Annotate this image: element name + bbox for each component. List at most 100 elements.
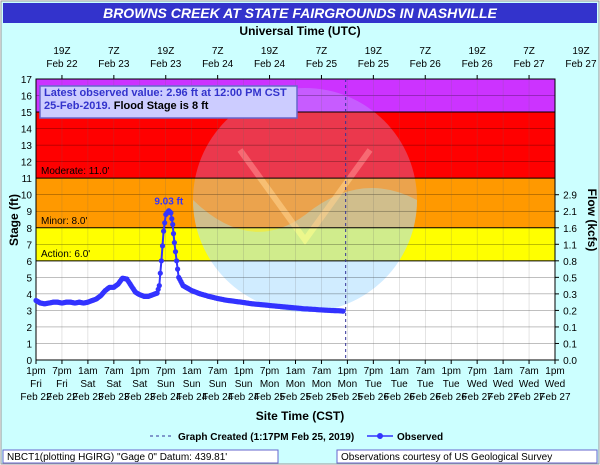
bottom-tick-day: Wed [519,379,539,390]
bottom-tick-date: Feb 22 [46,392,78,403]
bottom-tick-time: 7am [416,366,435,377]
flow-tick-label: 0.1 [563,323,577,334]
top-tick-date: Feb 23 [98,59,130,70]
bottom-tick-date: Feb 26 [410,392,442,403]
data-point [170,231,177,237]
bottom-tick-day: Wed [545,379,565,390]
flow-tick-label: 0.0 [563,356,577,367]
bottom-tick-time: 7am [208,366,227,377]
top-tick-date: Feb 24 [254,59,286,70]
bottom-tick-time: 7pm [467,366,486,377]
stage-tick-label: 0 [26,356,32,367]
top-tick-time: 7Z [212,46,224,57]
data-point [157,270,163,276]
bottom-tick-day: Mon [286,379,305,390]
top-tick-time: 7Z [108,46,120,57]
bottom-tick-time: 7pm [364,366,383,377]
data-point [175,266,181,272]
top-tick-time: 19Z [469,46,486,57]
bottom-tick-day: Sun [209,379,227,390]
stage-tick-label: 17 [21,75,33,86]
flow-tick-label: 0.2 [563,306,577,317]
top-tick-date: Feb 25 [306,59,338,70]
bottom-tick-date: Feb 23 [72,392,104,403]
data-point [161,228,167,234]
bottom-tick-day: Sat [132,379,147,390]
bottom-tick-day: Mon [260,379,279,390]
bottom-tick-date: Feb 24 [202,392,234,403]
top-tick-date: Feb 27 [565,59,597,70]
bottom-tick-time: 7am [519,366,538,377]
bottom-tick-date: Feb 24 [176,392,208,403]
bottom-tick-date: Feb 24 [150,392,182,403]
top-tick-date: Feb 23 [150,59,182,70]
data-point [168,210,174,216]
data-point [159,243,166,249]
data-point [340,308,346,314]
credit-box [336,449,598,464]
top-tick-time: 7Z [316,46,328,57]
flow-tick-label: 2.9 [563,191,577,202]
bottom-tick-time: 7am [312,366,331,377]
data-point [162,220,168,226]
flood-band-label: Action: 6.0' [41,249,90,260]
flow-axis-title: Flow (kcfs) [585,189,599,252]
stage-tick-label: 13 [21,141,33,152]
top-tick-date: Feb 27 [513,59,545,70]
bottom-tick-date: Feb 27 [513,392,545,403]
bottom-tick-time: 1am [286,366,305,377]
flood-stage-text: Flood Stage is 8 ft [113,100,209,112]
data-point [158,258,164,264]
flood-stage-labels: Action: 6.0' Minor: 8.0' Moderate: 11.0' [41,166,110,260]
bottom-tick-date: Feb 27 [488,392,520,403]
bottom-tick-day: Wed [467,379,487,390]
legend-observed-marker [377,433,383,439]
flow-tick-label: 1.1 [563,240,577,251]
bottom-tick-time: 1pm [130,366,149,377]
stage-tick-label: 6 [26,257,32,268]
bottom-tick-time: 7pm [156,366,175,377]
bottom-tick-date: Feb 23 [98,392,130,403]
bottom-tick-date: Feb 26 [436,392,468,403]
top-tick-date: Feb 26 [410,59,442,70]
top-tick-date: Feb 24 [202,59,234,70]
bottom-tick-time: 7pm [52,366,71,377]
flood-band-1 [36,178,555,228]
legend-graph-created: Graph Created (1:17PM Feb 25, 2019) [178,432,354,443]
bottom-tick-time: 1pm [234,366,253,377]
data-point [169,216,175,222]
flood-band-label: Minor: 8.0' [41,216,87,227]
bottom-tick-date: Feb 23 [124,392,156,403]
flow-tick-label: 0.8 [563,257,577,268]
data-point [156,283,162,289]
bottom-axis-title: Site Time (CST) [256,409,344,423]
noaa-watermark [193,88,417,312]
bottom-tick-time: 1pm [26,366,45,377]
top-tick-time: 19Z [261,46,278,57]
stage-tick-label: 3 [26,306,32,317]
bottom-tick-date: Feb 27 [462,392,494,403]
bottom-tick-time: 7pm [260,366,279,377]
data-point [170,221,176,228]
datum-box [2,449,279,464]
bottom-tick-day: Tue [443,379,460,390]
top-tick-date: Feb 25 [358,59,390,70]
bottom-tick-time: 1am [493,366,512,377]
top-tick-time: 7Z [523,46,535,57]
flow-tick-label: 0.3 [563,290,577,301]
bottom-tick-date: Feb 26 [384,392,416,403]
bottom-tick-date: Feb 24 [228,392,260,403]
flow-tick-label: 0.1 [563,339,577,350]
title-bar [3,3,597,23]
bottom-tick-day: Wed [493,379,513,390]
chart-title: BROWNS CREEK AT STATE FAIRGROUNDS IN NAS… [103,5,497,21]
latest-observed-note: Latest observed value: 2.96 ft at 12:00 … [44,87,287,112]
stage-tick-label: 8 [26,224,32,235]
bottom-tick-day: Fri [56,379,68,390]
bottom-tick-time: 1pm [441,366,460,377]
stage-tick-label: 9 [26,207,32,218]
data-point [172,249,179,255]
